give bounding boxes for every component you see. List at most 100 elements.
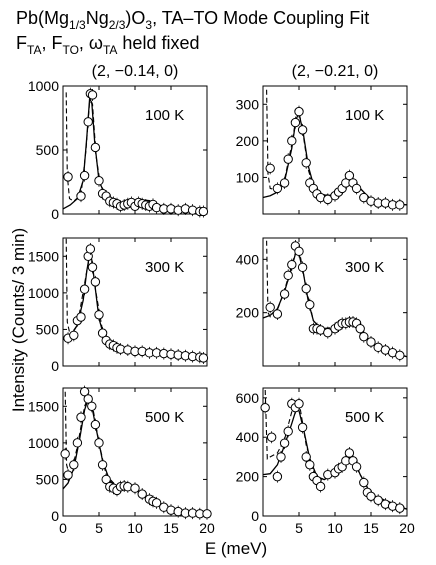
- data-point: [359, 192, 369, 203]
- data-point: [359, 477, 369, 488]
- y-tick-label: 1500: [28, 398, 59, 414]
- data-point: [315, 481, 326, 492]
- panel-4: 200 400 300 K: [236, 237, 408, 367]
- y-tick-label: 500: [36, 321, 60, 337]
- fit-solid-line: [62, 252, 208, 359]
- data-point: [294, 246, 304, 257]
- x-tick-label: 5: [95, 520, 103, 536]
- data-point: [297, 422, 308, 433]
- data-point: [323, 327, 333, 338]
- fit-dashed-line: [266, 89, 408, 206]
- fit-dashed-line: [65, 92, 208, 212]
- data-point: [76, 412, 86, 422]
- data-point: [290, 117, 301, 128]
- y-tick-label: 200: [236, 305, 260, 321]
- data-point: [69, 460, 79, 470]
- data-point: [83, 117, 93, 127]
- y-tick-label: 1000: [28, 435, 59, 451]
- fit-solid-line: [262, 250, 408, 358]
- data-point: [294, 399, 304, 409]
- plot-frame: [262, 387, 408, 517]
- data-point: [297, 262, 308, 273]
- data-point: [279, 178, 290, 188]
- data-point: [272, 183, 283, 194]
- panel-6: 0 200 400 600 0 5 10 15 20 500 K: [236, 387, 415, 536]
- temperature-label: 300 K: [145, 259, 184, 276]
- data-point: [265, 302, 275, 313]
- temperature-label: 100 K: [345, 107, 384, 124]
- y-tick-label: 0: [251, 508, 259, 524]
- data-point: [283, 426, 293, 437]
- temperature-label: 300 K: [345, 259, 384, 276]
- y-tick-label: 300: [236, 96, 260, 112]
- data-point: [87, 262, 98, 272]
- data-point: [101, 474, 111, 485]
- data-point: [297, 125, 308, 135]
- data-point: [301, 283, 311, 294]
- panel-1: 0 500 1000 100 K: [28, 78, 209, 222]
- data-point: [198, 206, 209, 217]
- data-point: [94, 176, 104, 186]
- x-tick-label: 15: [163, 520, 179, 536]
- data-point: [97, 328, 108, 338]
- data-point: [69, 330, 79, 340]
- column-title-right: (2, −0.21, 0): [292, 63, 379, 80]
- data-point: [344, 448, 355, 458]
- panel-3: 0 500 1000 1500 300 K: [28, 237, 209, 374]
- data-point: [351, 183, 362, 194]
- x-tick-label: 0: [59, 520, 67, 536]
- data-point: [272, 471, 283, 482]
- y-tick-label: 0: [51, 358, 59, 374]
- data-point: [351, 462, 362, 472]
- temperature-label: 500 K: [145, 409, 184, 426]
- data-point: [279, 289, 290, 299]
- data-point: [94, 438, 104, 448]
- data-point: [90, 419, 101, 430]
- data-point: [76, 191, 86, 201]
- x-tick-label: 10: [327, 520, 343, 536]
- y-tick-label: 0: [51, 206, 59, 222]
- data-point: [344, 170, 355, 181]
- y-tick-label: 200: [236, 469, 260, 485]
- x-tick-label: 15: [363, 520, 379, 536]
- y-tick-label: 500: [36, 471, 60, 487]
- data-point: [294, 106, 304, 117]
- data-point: [130, 483, 140, 493]
- data-point: [272, 309, 283, 319]
- y-tick-label: 1000: [28, 285, 59, 301]
- temperature-label: 500 K: [345, 409, 384, 426]
- data-point: [79, 170, 90, 181]
- fit-dashed-line: [266, 240, 408, 358]
- x-axis-label: E (meV): [205, 539, 267, 558]
- data-point: [266, 432, 277, 442]
- data-point: [301, 452, 311, 462]
- data-point: [305, 299, 315, 310]
- y-tick-label: 1000: [28, 78, 59, 94]
- x-tick-label: 20: [199, 520, 215, 536]
- fit-dashed-line: [64, 391, 208, 515]
- data-point: [79, 284, 90, 294]
- data-point: [85, 244, 96, 254]
- data-point: [395, 350, 405, 361]
- data-point: [395, 200, 405, 210]
- data-point: [90, 277, 101, 287]
- data-point: [202, 509, 212, 519]
- data-point: [79, 386, 90, 397]
- data-point: [76, 312, 86, 322]
- data-point: [87, 401, 97, 411]
- data-point: [283, 154, 293, 164]
- data-point: [366, 337, 376, 347]
- panel-2: 100 200 300 100 K: [236, 85, 408, 215]
- data-point: [137, 489, 147, 499]
- column-title-left: (2, −0.14, 0): [92, 63, 179, 80]
- y-tick-label: 1500: [28, 248, 59, 264]
- data-point: [83, 394, 93, 404]
- y-tick-label: 200: [236, 133, 260, 149]
- plot-frame: [62, 387, 208, 517]
- data-point: [287, 136, 297, 146]
- x-tick-label: 10: [127, 520, 143, 536]
- data-point: [355, 323, 365, 334]
- data-point: [323, 194, 333, 205]
- data-point: [63, 172, 73, 182]
